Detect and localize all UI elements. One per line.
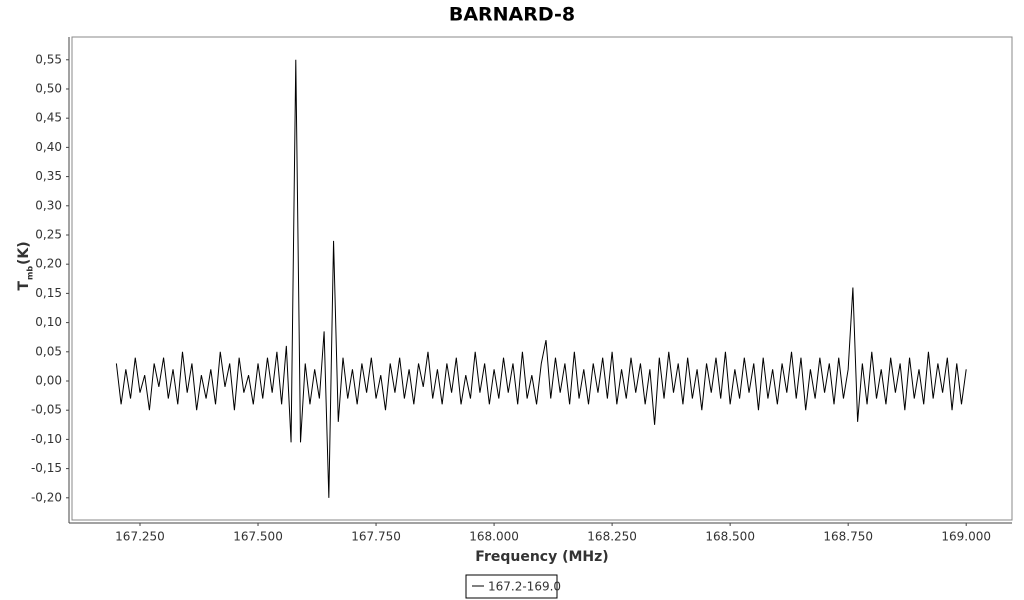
x-tick-label: 169.000 — [941, 530, 991, 544]
y-tick-label: 0,30 — [35, 198, 62, 212]
y-tick-label: 0,50 — [35, 81, 62, 95]
y-label-subscript: mb — [26, 266, 35, 280]
y-tick-label: 0,20 — [35, 257, 62, 271]
y-tick-label: 0,45 — [35, 111, 62, 125]
y-tick-label: 0,15 — [35, 286, 62, 300]
x-tick-label: 167.250 — [115, 530, 165, 544]
y-label-unit: (K) — [16, 241, 32, 265]
x-tick-label: 168.750 — [823, 530, 873, 544]
y-tick-label: -0,20 — [31, 490, 62, 504]
y-axis-label: T mb (K) — [16, 241, 35, 290]
y-tick-label: 0,10 — [35, 315, 62, 329]
legend-box — [465, 574, 558, 599]
y-label-main: T — [16, 281, 32, 291]
x-tick-label: 168.250 — [587, 530, 637, 544]
x-axis-label: Frequency (MHz) — [475, 549, 608, 565]
plot-frame — [71, 36, 1013, 521]
chart-title: BARNARD-8 — [449, 4, 575, 26]
legend-label: 167.2-169.0 — [488, 580, 561, 594]
y-tick-label: 0,35 — [35, 169, 62, 183]
x-tick-label: 168.000 — [469, 530, 519, 544]
y-tick-label: -0,15 — [31, 461, 62, 475]
y-tick-label: -0,05 — [31, 403, 62, 417]
y-tick-label: 0,00 — [35, 373, 62, 387]
x-tick-label: 167.750 — [351, 530, 401, 544]
y-tick-label: -0,10 — [31, 432, 62, 446]
y-tick-label: 0,05 — [35, 344, 62, 358]
y-tick-label: 0,55 — [35, 52, 62, 66]
y-tick-label: 0,25 — [35, 227, 62, 241]
x-tick-label: 168.500 — [705, 530, 755, 544]
legend: 167.2-169.0 — [465, 574, 561, 599]
x-tick-label: 167.500 — [233, 530, 283, 544]
y-tick-label: 0,40 — [35, 140, 62, 154]
spectrum-line — [115, 59, 967, 498]
